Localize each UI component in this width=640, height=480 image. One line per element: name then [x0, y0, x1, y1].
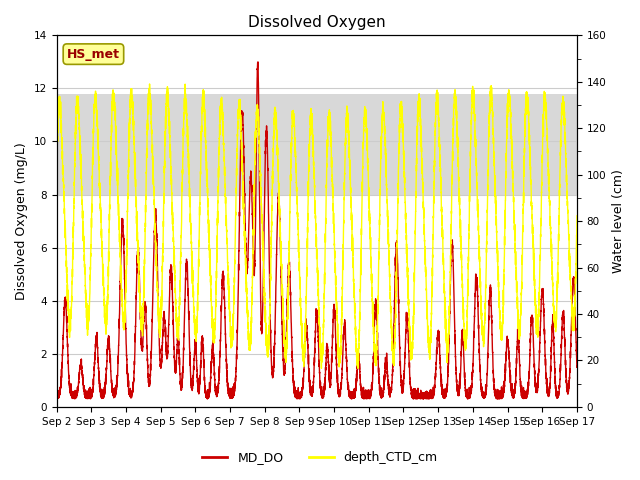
Y-axis label: Water level (cm): Water level (cm) — [612, 169, 625, 273]
Bar — [56, 94, 577, 194]
Text: HS_met: HS_met — [67, 48, 120, 60]
Legend: MD_DO, depth_CTD_cm: MD_DO, depth_CTD_cm — [197, 446, 443, 469]
Title: Dissolved Oxygen: Dissolved Oxygen — [248, 15, 385, 30]
Y-axis label: Dissolved Oxygen (mg/L): Dissolved Oxygen (mg/L) — [15, 142, 28, 300]
